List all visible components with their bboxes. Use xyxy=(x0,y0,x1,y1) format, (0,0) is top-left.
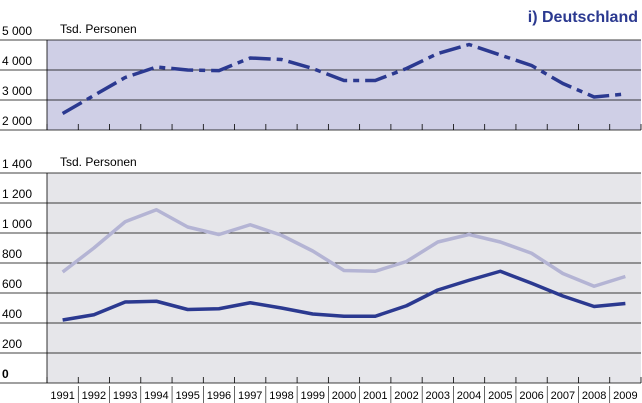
x-tick-label: 1998 xyxy=(269,390,293,402)
plot-area xyxy=(47,173,641,383)
y-tick-label: 1 400 xyxy=(2,157,32,171)
y-tick-label: 2 000 xyxy=(2,114,32,128)
y-tick-label: 5 000 xyxy=(2,24,32,38)
x-tick-label: 2003 xyxy=(426,390,450,402)
x-tick-label: 2005 xyxy=(488,390,512,402)
x-tick-label: 1994 xyxy=(144,390,168,402)
x-tick-label: 1995 xyxy=(175,390,199,402)
x-tick-label: 2008 xyxy=(582,390,606,402)
y-axis-label: Tsd. Personen xyxy=(60,22,137,36)
y-tick-label: 1 200 xyxy=(2,187,32,201)
y-tick-label: 4 000 xyxy=(2,54,32,68)
y-tick-label: 0 xyxy=(2,367,9,381)
x-tick-label: 2002 xyxy=(394,390,418,402)
y-tick-label: 600 xyxy=(2,277,22,291)
x-tick-label: 2009 xyxy=(613,390,637,402)
y-tick-label: 400 xyxy=(2,307,22,321)
y-tick-label: 200 xyxy=(2,337,22,351)
x-tick-label: 2006 xyxy=(519,390,543,402)
x-tick-label: 2007 xyxy=(551,390,575,402)
y-axis-label: Tsd. Personen xyxy=(60,155,137,169)
line xyxy=(61,42,626,116)
y-tick-label: 800 xyxy=(2,247,22,261)
line xyxy=(62,269,626,322)
line xyxy=(61,208,626,288)
x-tick-label: 1999 xyxy=(300,390,324,402)
y-tick-label: 1 000 xyxy=(2,217,32,231)
x-tick-label: 2001 xyxy=(363,390,387,402)
x-tick-label: 1991 xyxy=(50,390,74,402)
x-tick-label: 1996 xyxy=(207,390,231,402)
x-tick-label: 2004 xyxy=(457,390,481,402)
x-tick-label: 1997 xyxy=(238,390,262,402)
plot-area xyxy=(47,40,641,130)
title: i) Deutschland xyxy=(528,9,638,26)
x-tick-label: 1992 xyxy=(82,390,106,402)
y-tick-label: 3 000 xyxy=(2,84,32,98)
x-tick-label: 1993 xyxy=(113,390,137,402)
x-tick-label: 2000 xyxy=(332,390,356,402)
